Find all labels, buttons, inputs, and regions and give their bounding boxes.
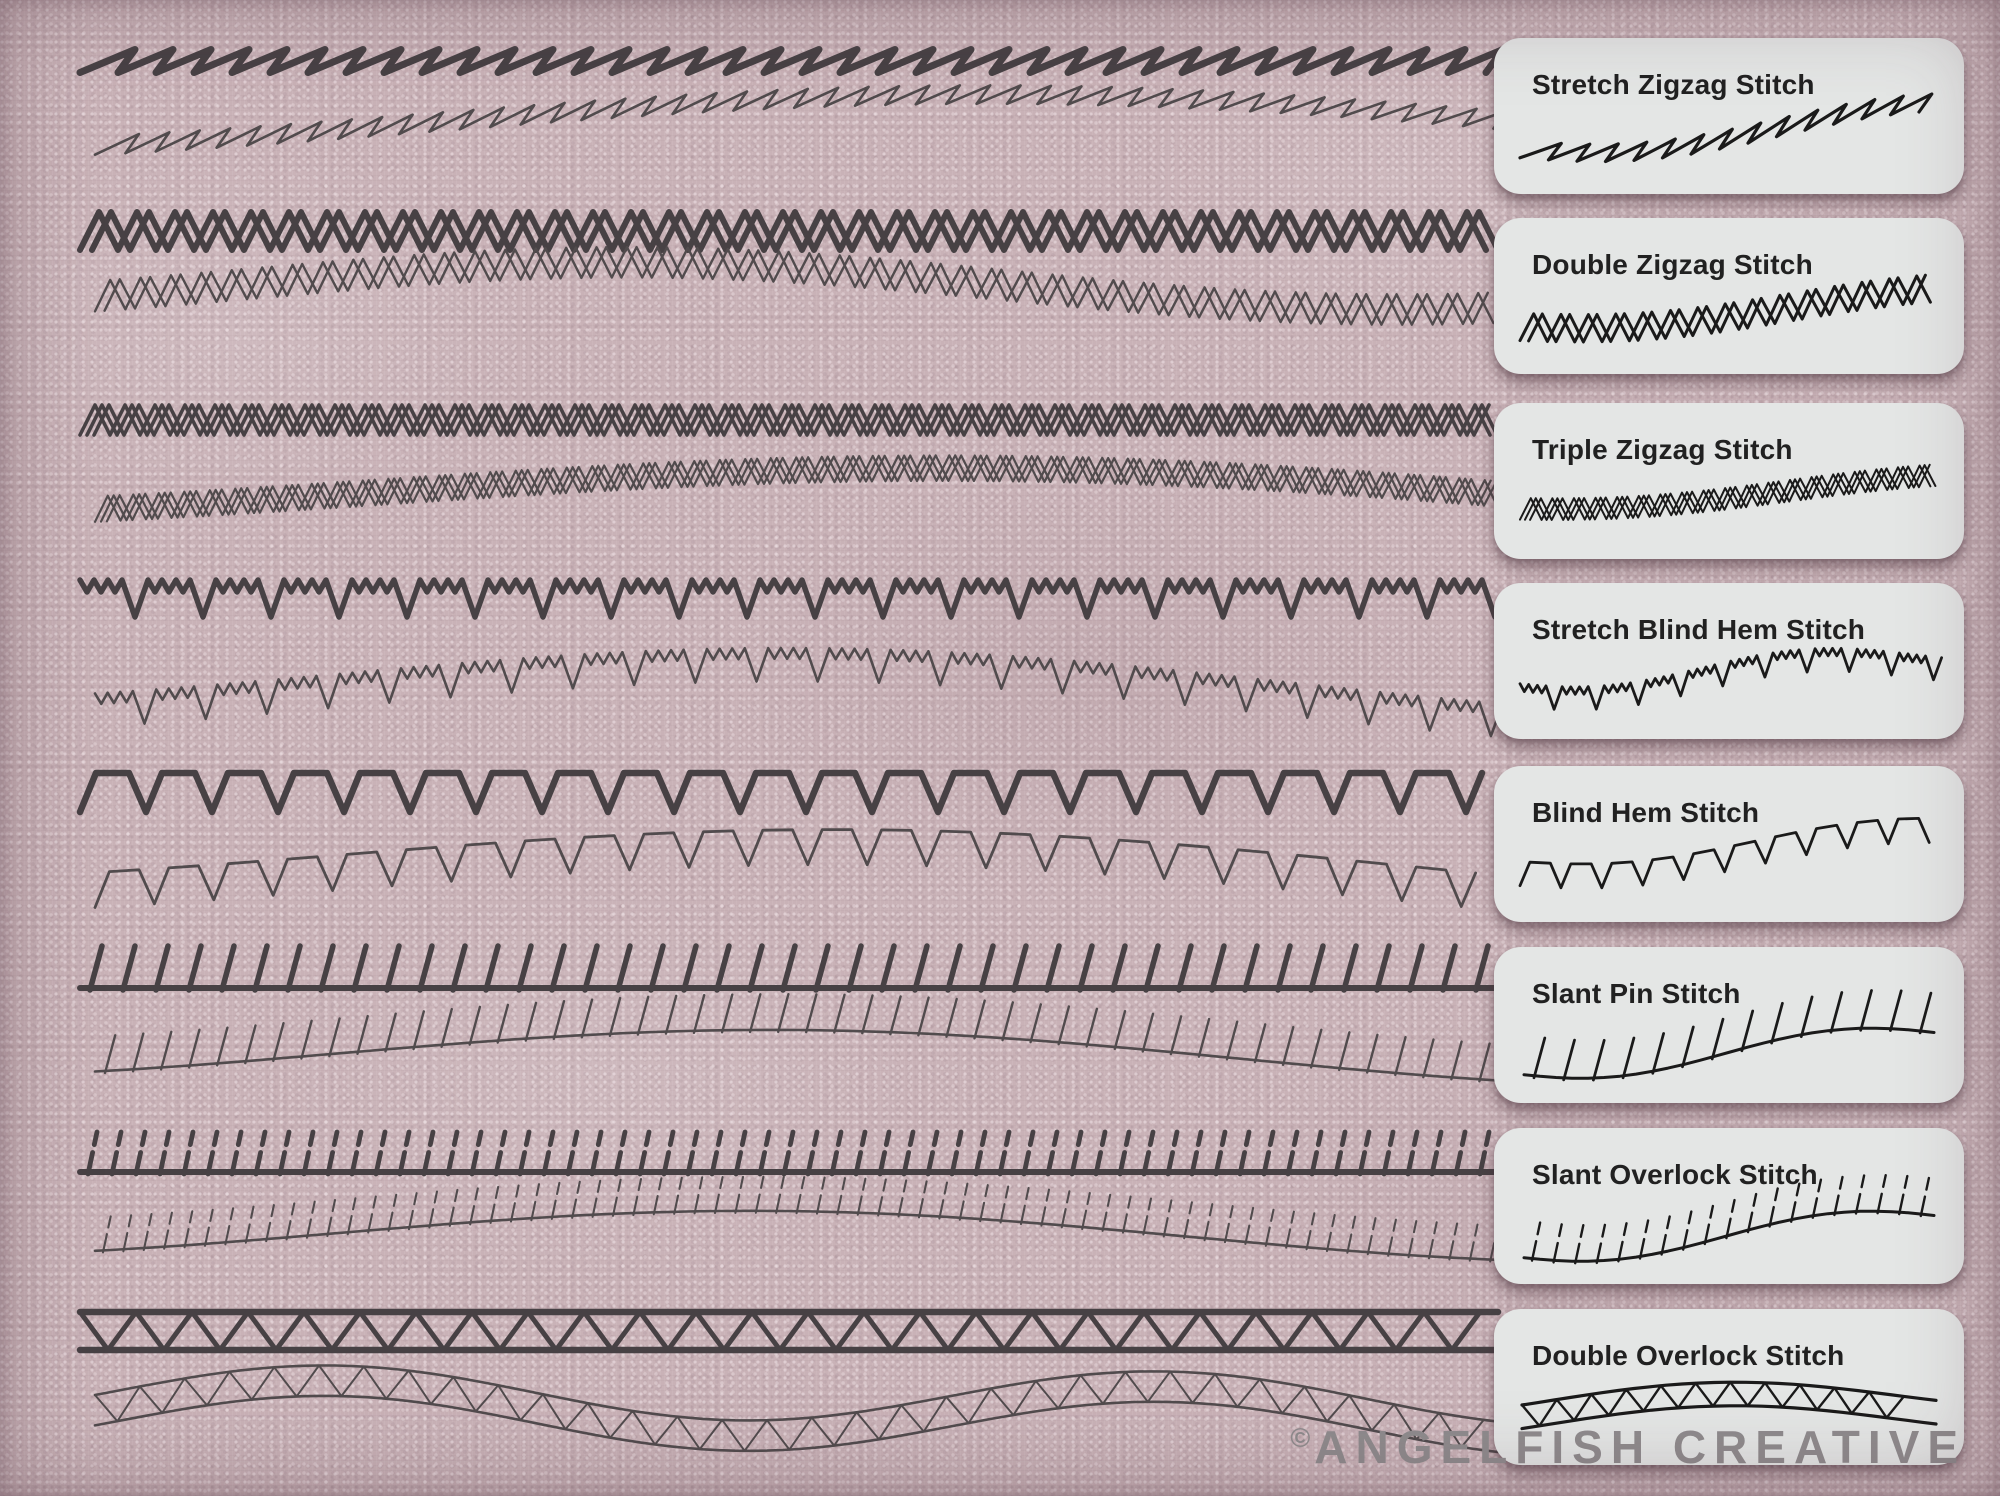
- slant-overlock-straight: [77, 1129, 1501, 1177]
- stitch-card-double-zigzag: Double Zigzag Stitch: [1494, 218, 1964, 374]
- double-overlock-wavy: [93, 1364, 1500, 1454]
- stretch-zigzag-wavy: [93, 84, 1509, 156]
- stitch-sample-illustration: [1519, 463, 1937, 521]
- blind-hem-wavy: [93, 828, 1477, 909]
- sample-slant-pin: [1522, 989, 1936, 1082]
- stitch-name-label: Slant Pin Stitch: [1532, 978, 1741, 1009]
- stitch-card-stretch-blind-hem: Stretch Blind Hem Stitch: [1494, 583, 1964, 739]
- stitch-name-label: Stretch Zigzag Stitch: [1532, 69, 1815, 100]
- stitch-card-blind-hem: Blind Hem Stitch: [1494, 766, 1964, 922]
- sample-blind-hem: [1518, 817, 1931, 890]
- stitch-card-double-overlock: Double Overlock Stitch: [1494, 1309, 1964, 1465]
- stitch-name-label: Stretch Blind Hem Stitch: [1532, 614, 1866, 645]
- slant-pin-wavy: [93, 993, 1500, 1083]
- sample-slant-overlock: [1522, 1174, 1936, 1265]
- stitch-card-slant-overlock: Slant Overlock Stitch: [1494, 1128, 1964, 1284]
- sample-stretch-blind-hem: [1518, 646, 1943, 711]
- watermark: ©ANGELFISH CREATIVE: [1290, 1420, 1966, 1474]
- sample-stretch-zigzag: [1518, 92, 1934, 164]
- stitch-sample-illustration: [1518, 646, 1943, 711]
- stitch-sample-illustration: [1520, 1380, 1938, 1431]
- copyright-symbol: ©: [1290, 1423, 1313, 1453]
- stitch-sample-illustration: [1518, 817, 1931, 890]
- stitch-card-triple-zigzag: Triple Zigzag Stitch: [1494, 403, 1964, 559]
- stitch-card-slant-pin: Slant Pin Stitch: [1494, 947, 1964, 1103]
- sample-triple-zigzag: [1519, 463, 1937, 521]
- stretch-blind-hem-straight: [77, 577, 1498, 620]
- stretch-zigzag-straight: [76, 46, 1507, 76]
- stitch-name-label: Double Overlock Stitch: [1532, 1340, 1845, 1371]
- stitch-name-label: Double Zigzag Stitch: [1532, 249, 1813, 280]
- triple-zigzag-straight: [78, 403, 1499, 437]
- slant-pin-straight: [77, 943, 1501, 993]
- stretch-blind-hem-wavy: [93, 646, 1504, 738]
- blind-hem-straight: [76, 769, 1486, 816]
- stitch-name-label: Blind Hem Stitch: [1532, 797, 1760, 828]
- watermark-text: ANGELFISH CREATIVE: [1314, 1421, 1966, 1473]
- stitch-sample-illustration: [1518, 273, 1932, 344]
- stitch-card-stretch-zigzag: Stretch Zigzag Stitch: [1494, 38, 1964, 194]
- double-overlock-straight: [76, 1308, 1502, 1354]
- stitch-sample-illustration: [1522, 989, 1936, 1082]
- stitch-sample-illustration: [1522, 1174, 1936, 1265]
- stitch-name-label: Slant Overlock Stitch: [1532, 1159, 1818, 1190]
- sample-double-overlock: [1520, 1380, 1938, 1431]
- double-zigzag-straight: [77, 209, 1501, 253]
- double-zigzag-wavy: [93, 245, 1495, 326]
- sample-double-zigzag: [1518, 273, 1932, 344]
- slant-overlock-wavy: [93, 1175, 1500, 1263]
- triple-zigzag-wavy: [93, 454, 1499, 523]
- stitch-sample-illustration: [1518, 92, 1934, 164]
- stitch-name-label: Triple Zigzag Stitch: [1532, 434, 1793, 465]
